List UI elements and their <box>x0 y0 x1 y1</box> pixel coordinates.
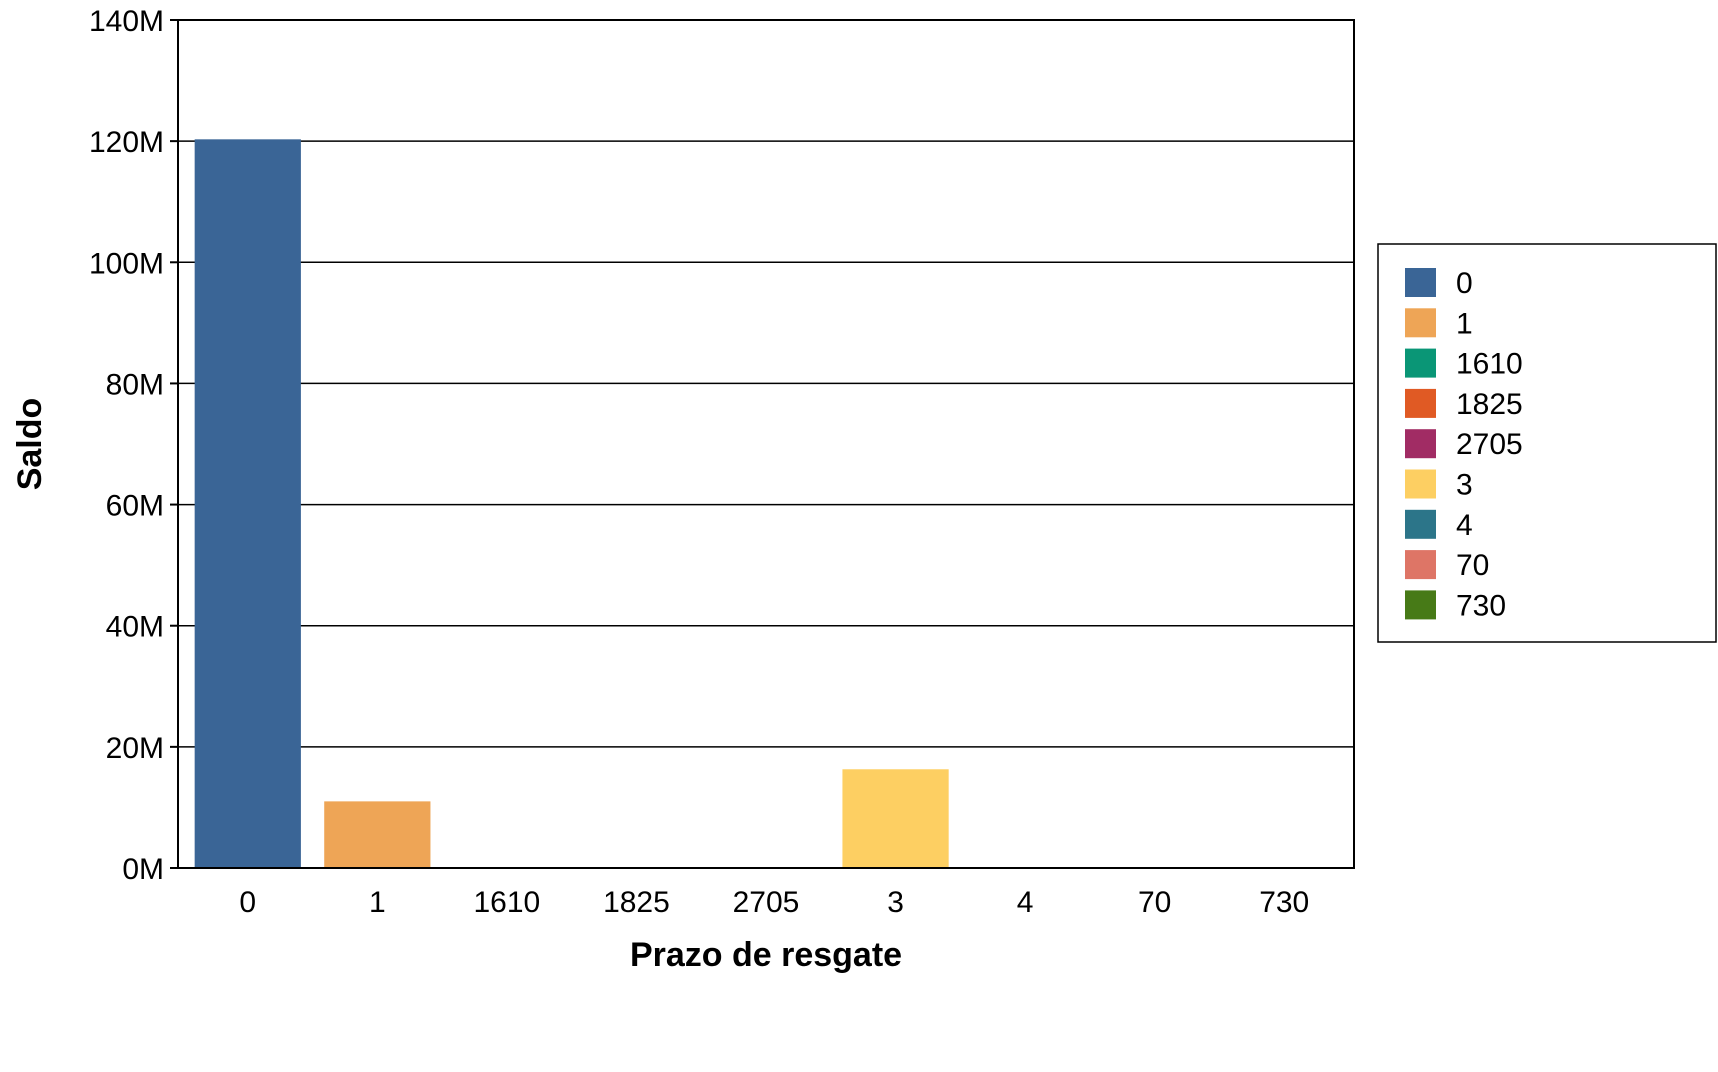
legend-swatch <box>1405 308 1436 338</box>
plot-frame <box>177 19 1355 869</box>
legend-swatch <box>1405 268 1436 297</box>
legend-label: 70 <box>1456 549 1489 582</box>
x-axis-title: Prazo de resgate <box>630 936 902 974</box>
y-axis-title: Saldo <box>11 398 49 491</box>
legend-label: 3 <box>1456 469 1473 502</box>
y-tick-label: 100M <box>89 247 164 280</box>
x-tick-label: 2705 <box>733 886 800 919</box>
x-tick-label: 730 <box>1259 886 1309 919</box>
x-tick-label: 3 <box>887 886 904 919</box>
x-tick-label: 1825 <box>603 886 670 919</box>
x-tick-label: 0 <box>239 886 256 919</box>
x-tick-label: 1610 <box>474 886 541 919</box>
legend-swatch <box>1405 429 1436 459</box>
legend-label: 0 <box>1456 267 1473 300</box>
bar-1 <box>324 801 431 868</box>
legend-swatch <box>1405 348 1436 378</box>
y-tick-label: 40M <box>106 611 164 644</box>
x-tick-label: 4 <box>1017 886 1034 919</box>
gridlines <box>178 140 1354 748</box>
bar-3 <box>842 769 949 868</box>
legend-label: 1 <box>1456 307 1473 340</box>
legend-swatch <box>1405 590 1436 620</box>
legend-label: 1825 <box>1456 388 1523 421</box>
x-tick-label: 1 <box>369 886 386 919</box>
y-tick-label: 120M <box>89 126 164 159</box>
x-axis-ticks: 0 1 1610 1825 2705 3 4 70 730 <box>239 886 1309 919</box>
legend-label: 730 <box>1456 589 1506 622</box>
bar-0 <box>194 139 301 869</box>
y-tick-label: 60M <box>106 490 164 523</box>
legend-label: 2705 <box>1456 428 1523 461</box>
legend-swatch <box>1405 469 1436 499</box>
y-tick-label: 0M <box>122 853 164 886</box>
legend-label: 4 <box>1456 509 1473 542</box>
y-axis-ticks: 0M 20M 40M 60M 80M 100M 120M 140M <box>89 5 178 886</box>
legend-swatch <box>1405 388 1436 418</box>
legend: 0 1 1610 1825 2705 3 4 70 730 <box>1377 243 1717 643</box>
y-tick-label: 20M <box>106 732 164 765</box>
bars <box>194 139 949 869</box>
legend-swatch <box>1405 509 1436 539</box>
y-tick-label: 140M <box>89 5 164 38</box>
legend-label: 1610 <box>1456 348 1523 381</box>
x-tick-label: 70 <box>1138 886 1171 919</box>
legend-swatch <box>1405 550 1436 580</box>
y-tick-label: 80M <box>106 368 164 401</box>
legend-items: 0 1 1610 1825 2705 3 4 70 730 <box>1405 267 1523 622</box>
